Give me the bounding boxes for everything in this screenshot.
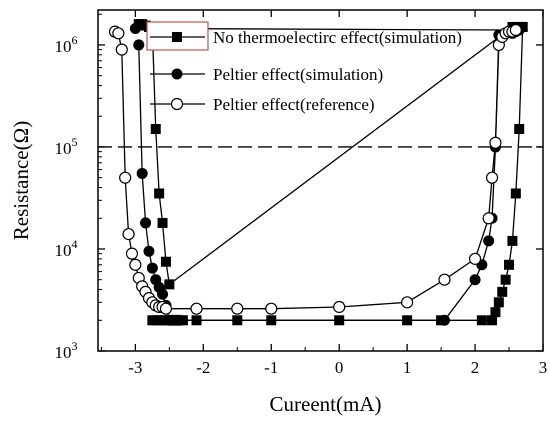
data-point-peltier-sim bbox=[136, 167, 148, 179]
data-point-peltier-ref bbox=[489, 136, 502, 149]
data-point-no-te-sim bbox=[500, 274, 511, 285]
data-point-no-te-sim bbox=[487, 315, 498, 326]
data-point-peltier-ref bbox=[401, 296, 414, 309]
data-point-no-te-sim bbox=[510, 188, 521, 199]
data-point-no-te-sim bbox=[490, 307, 501, 318]
data-point-peltier-ref bbox=[190, 302, 203, 315]
data-point-no-te-sim bbox=[493, 297, 504, 308]
y-tick-base: 10 bbox=[55, 139, 72, 158]
y-tick-exponent: 6 bbox=[72, 33, 78, 47]
legend-label: Peltier effect(reference) bbox=[213, 95, 375, 114]
data-point-peltier-ref bbox=[468, 252, 482, 265]
y-tick-exponent: 4 bbox=[72, 237, 78, 251]
data-point-peltier-sim bbox=[157, 288, 169, 300]
data-point-no-te-sim bbox=[507, 235, 518, 246]
data-point-peltier-ref bbox=[159, 302, 173, 315]
data-point-peltier-ref bbox=[115, 43, 128, 56]
data-point-peltier-ref bbox=[509, 23, 522, 37]
data-point-peltier-sim bbox=[140, 217, 152, 229]
data-point-peltier-sim bbox=[146, 262, 158, 274]
legend-marker bbox=[171, 68, 183, 80]
plot-area bbox=[98, 19, 543, 326]
data-point-no-te-sim bbox=[154, 188, 165, 199]
data-point-no-te-sim bbox=[133, 19, 144, 30]
data-point-no-te-sim bbox=[157, 217, 168, 228]
x-tick-label: 1 bbox=[403, 358, 412, 377]
y-tick-base: 10 bbox=[55, 343, 72, 362]
legend-label: Peltier effect(simulation) bbox=[213, 65, 383, 84]
y-tick-label: 105 bbox=[55, 135, 78, 158]
y-tick-label: 104 bbox=[55, 237, 78, 260]
y-tick-base: 10 bbox=[55, 241, 72, 260]
data-point-peltier-ref bbox=[482, 212, 495, 225]
legend-marker bbox=[172, 32, 182, 42]
y-axis-title: Resistance(Ω) bbox=[9, 121, 33, 240]
legend-marker bbox=[170, 97, 184, 111]
axes-frame bbox=[97, 9, 544, 352]
x-tick-label: -2 bbox=[196, 358, 210, 377]
data-point-peltier-ref bbox=[129, 258, 142, 271]
data-point-peltier-sim bbox=[483, 235, 495, 247]
data-point-no-te-sim bbox=[497, 286, 508, 297]
axes: -3 -2 -1 0 1 2 3103104105106Cureent(mA)Resista… bbox=[9, 9, 548, 416]
data-point-no-te-sim bbox=[514, 123, 525, 134]
x-tick-label: 2 bbox=[471, 358, 480, 377]
data-point-no-te-sim bbox=[160, 256, 171, 267]
data-point-peltier-sim bbox=[133, 39, 145, 51]
y-tick-exponent: 5 bbox=[72, 135, 78, 149]
y-tick-exponent: 3 bbox=[72, 339, 78, 353]
data-point-peltier-sim bbox=[129, 22, 141, 34]
x-tick-label: -3 bbox=[128, 358, 142, 377]
data-point-no-te-sim bbox=[504, 259, 515, 270]
data-point-peltier-ref bbox=[265, 302, 278, 315]
y-tick-label: 103 bbox=[55, 339, 78, 362]
legend-label: No thermoelectirc effect(simulation) bbox=[213, 28, 462, 47]
data-point-peltier-sim bbox=[438, 314, 450, 326]
x-tick-label: 0 bbox=[335, 358, 344, 377]
legend: No thermoelectirc effect(simulation) Pelt… bbox=[146, 21, 462, 114]
data-point-no-te-sim bbox=[150, 123, 161, 134]
data-point-no-te-sim bbox=[476, 315, 487, 326]
data-point-peltier-sim bbox=[174, 314, 186, 326]
y-tick-base: 10 bbox=[55, 37, 72, 56]
series-line-return bbox=[138, 23, 523, 286]
x-tick-label: 3 bbox=[539, 358, 548, 377]
data-point-peltier-ref bbox=[231, 302, 244, 315]
data-point-peltier-ref bbox=[119, 171, 132, 184]
x-axis-title: Cureent(mA) bbox=[270, 392, 382, 416]
data-point-peltier-ref bbox=[333, 300, 346, 314]
data-point-peltier-ref bbox=[485, 171, 499, 184]
data-point-peltier-ref bbox=[438, 273, 451, 286]
data-point-peltier-ref bbox=[122, 227, 135, 241]
y-tick-label: 106 bbox=[55, 33, 78, 56]
data-point-no-te-sim bbox=[164, 279, 175, 290]
x-tick-label: -1 bbox=[264, 358, 278, 377]
data-point-peltier-ref bbox=[112, 27, 125, 40]
data-point-peltier-sim bbox=[143, 245, 155, 257]
data-point-peltier-sim bbox=[469, 274, 481, 286]
data-point-peltier-ref bbox=[125, 247, 139, 260]
